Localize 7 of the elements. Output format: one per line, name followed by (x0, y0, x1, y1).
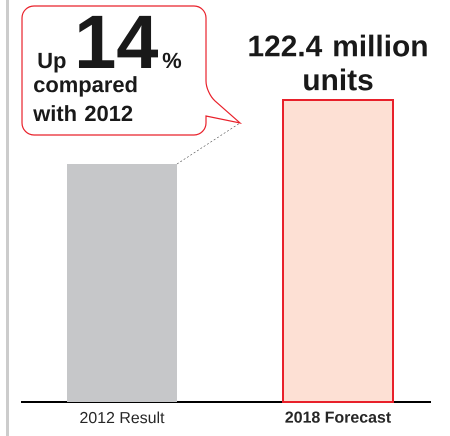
text: 14 (78, 16, 158, 68)
x-tick-label: 2018 Forecast (285, 412, 391, 423)
annotation: 122.4 million units (249, 34, 427, 90)
text: Up (38, 52, 66, 73)
x-tick-label: 2012 Result (80, 412, 164, 424)
text: % (162, 52, 182, 68)
annotation: compared with 2012 (33, 76, 137, 122)
